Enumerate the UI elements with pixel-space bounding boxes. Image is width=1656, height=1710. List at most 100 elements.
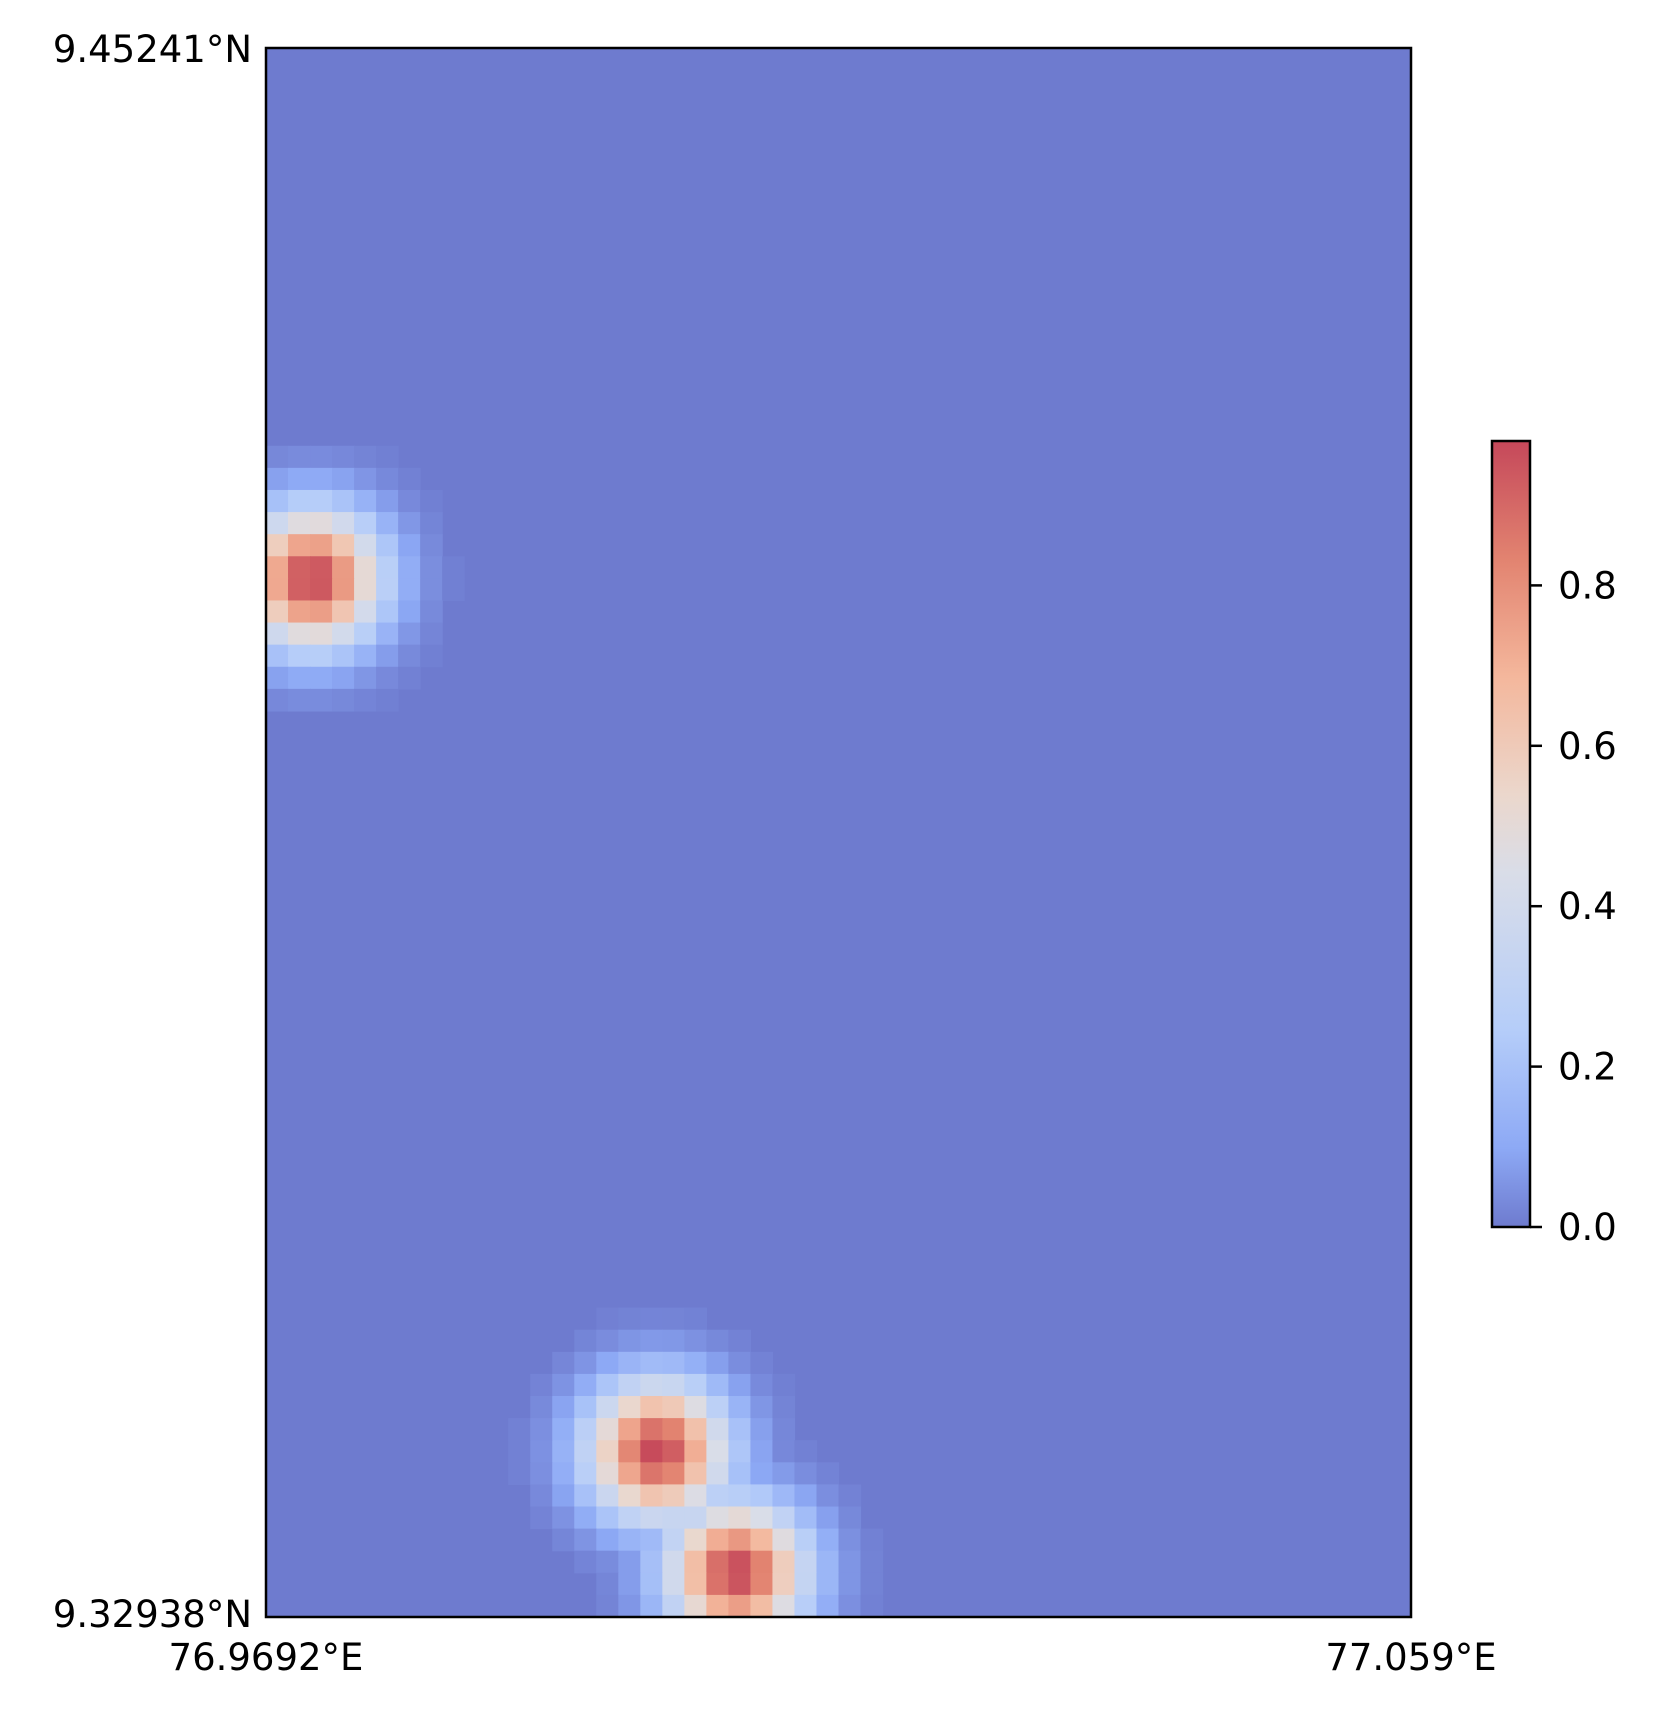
heatmap-cell xyxy=(772,1484,796,1508)
heatmap-cell xyxy=(398,467,421,491)
x-tick-label-right: 77.059°E xyxy=(1325,1636,1496,1679)
heatmap-cell xyxy=(354,644,377,668)
heatmap-cell xyxy=(530,1418,553,1441)
heatmap-cell xyxy=(354,622,377,646)
heatmap-cell xyxy=(618,1373,641,1397)
heatmap-cell xyxy=(662,1440,685,1463)
heatmap-cell xyxy=(728,1506,752,1530)
heatmap-cell xyxy=(332,578,355,602)
heatmap-cell xyxy=(684,1307,707,1331)
heatmap-cell xyxy=(728,1440,752,1463)
heatmap-cell xyxy=(376,512,399,535)
heatmap-cell xyxy=(618,1528,641,1552)
heatmap-cell xyxy=(684,1572,707,1596)
heatmap-cell xyxy=(596,1329,619,1353)
heatmap-background xyxy=(266,48,1411,1617)
heatmap-cell xyxy=(398,489,421,513)
heatmap-cell xyxy=(508,1462,531,1486)
heatmap-cell xyxy=(530,1506,553,1530)
heatmap-cell xyxy=(266,467,289,491)
heatmap-cell xyxy=(310,445,333,469)
heatmap-cell xyxy=(310,644,333,668)
heatmap-cell xyxy=(574,1528,597,1552)
heatmap-cell xyxy=(420,622,443,646)
heatmap-cell xyxy=(750,1351,774,1375)
heatmap-cell xyxy=(618,1307,641,1331)
heatmap-cell xyxy=(662,1550,685,1574)
heatmap-cell xyxy=(310,688,333,712)
heatmap-cell xyxy=(662,1396,685,1419)
heatmap-cell xyxy=(684,1594,707,1617)
heatmap-cell xyxy=(530,1373,553,1397)
heatmap-cell xyxy=(398,622,421,646)
heatmap-cell xyxy=(288,467,311,491)
heatmap-cell xyxy=(552,1506,575,1530)
plot-frame xyxy=(264,46,1413,1619)
heatmap-cell xyxy=(596,1440,619,1463)
heatmap-cell xyxy=(354,467,377,491)
heatmap-cell xyxy=(332,666,355,690)
heatmap-cell xyxy=(398,644,421,668)
heatmap-cell xyxy=(398,556,421,579)
heatmap-cell xyxy=(530,1396,553,1419)
heatmap-cell xyxy=(772,1396,796,1419)
heatmap-cell xyxy=(266,622,289,646)
heatmap-cell xyxy=(640,1351,663,1375)
heatmap-cell xyxy=(266,445,289,469)
heatmap-cell xyxy=(728,1373,752,1397)
heatmap-cell xyxy=(310,534,333,557)
heatmap-cell xyxy=(310,489,333,513)
heatmap-cell xyxy=(354,534,377,557)
heatmap-cell xyxy=(266,512,289,535)
heatmap-cell xyxy=(772,1550,796,1574)
heatmap-cell xyxy=(772,1373,796,1397)
heatmap-cell xyxy=(508,1418,531,1441)
heatmap-cell xyxy=(530,1440,553,1463)
heatmap-cell xyxy=(354,578,377,602)
heatmap-cell xyxy=(772,1528,796,1552)
heatmap-cell xyxy=(552,1462,575,1486)
heatmap-cell xyxy=(838,1528,862,1552)
heatmap-cell xyxy=(794,1462,818,1486)
heatmap-cell xyxy=(354,688,377,712)
heatmap-cell xyxy=(266,556,289,579)
heatmap-cell xyxy=(266,600,289,624)
heatmap-cell xyxy=(816,1594,840,1617)
heatmap-cell xyxy=(816,1484,840,1508)
colorbar: 0.0 0.2 0.4 0.6 0.8 xyxy=(1490,439,1617,1249)
heatmap-cell xyxy=(640,1440,663,1463)
heatmap-cell xyxy=(420,489,443,513)
heatmap-cell xyxy=(332,688,355,712)
y-tick-label-bottom: 9.32938°N xyxy=(53,1593,252,1636)
colorbar-tick-label: 0.8 xyxy=(1558,564,1617,607)
heatmap-cell xyxy=(574,1506,597,1530)
heatmap-cell xyxy=(706,1594,729,1617)
heatmap-cell xyxy=(376,467,399,491)
heatmap-cell xyxy=(684,1351,707,1375)
heatmap-cell xyxy=(618,1329,641,1353)
heatmap-cell xyxy=(552,1351,575,1375)
heatmap-cell xyxy=(596,1484,619,1508)
heatmap-cell xyxy=(310,666,333,690)
heatmap-cell xyxy=(310,512,333,535)
heatmap-cell xyxy=(684,1550,707,1574)
heatmap-cell xyxy=(398,600,421,624)
heatmap-cell xyxy=(706,1418,729,1441)
heatmap-cell xyxy=(706,1440,729,1463)
heatmap-cell xyxy=(684,1418,707,1441)
heatmap-cell xyxy=(772,1462,796,1486)
heatmap-cell xyxy=(750,1418,774,1441)
heatmap-cell xyxy=(574,1484,597,1508)
heatmap-cell xyxy=(574,1396,597,1419)
heatmap-cell xyxy=(640,1572,663,1596)
heatmap-cell xyxy=(398,512,421,535)
heatmap-cell xyxy=(860,1528,884,1552)
heatmap-cell xyxy=(266,644,289,668)
heatmap-cell xyxy=(728,1484,752,1508)
heatmap-cell xyxy=(772,1506,796,1530)
heatmap-cell xyxy=(310,622,333,646)
heatmap-cell xyxy=(640,1396,663,1419)
heatmap-cell xyxy=(750,1373,774,1397)
heatmap-cell xyxy=(706,1373,729,1397)
heatmap-cell xyxy=(816,1506,840,1530)
